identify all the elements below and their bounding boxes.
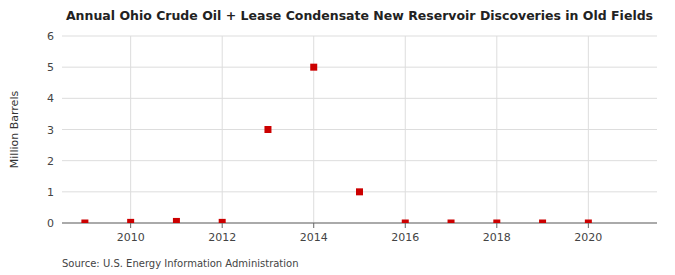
point	[310, 64, 317, 71]
x-tick-label: 2018	[483, 231, 511, 244]
x-grid-line	[405, 36, 406, 223]
point	[356, 188, 363, 195]
points	[81, 64, 591, 223]
x-tick	[130, 223, 131, 228]
point	[585, 220, 592, 224]
y-grid-line	[62, 36, 657, 37]
x-axis-line	[62, 223, 657, 224]
y-tick-label: 0	[47, 217, 54, 230]
y-grid-line	[62, 67, 657, 68]
grid	[62, 36, 657, 223]
y-tick-label: 2	[47, 155, 54, 168]
annotation: Source: U.S. Energy Information Administ…	[62, 258, 299, 269]
point	[448, 220, 455, 224]
point	[539, 220, 546, 224]
point	[219, 219, 226, 223]
chart: Annual Ohio Crude Oil + Lease Condensate…	[0, 0, 675, 275]
x-tick	[496, 223, 497, 228]
x-tick	[405, 223, 406, 228]
y-grid-line	[62, 160, 657, 161]
point	[493, 220, 500, 224]
x-tick-label: 2010	[117, 231, 145, 244]
point	[173, 218, 180, 223]
x-tick-label: 2012	[208, 231, 236, 244]
point	[127, 219, 134, 223]
y-axis-label: Million Barrels	[8, 91, 21, 169]
y-grid-line	[62, 223, 657, 224]
x-tick	[222, 223, 223, 228]
point	[402, 220, 409, 224]
x-grid-line	[130, 36, 131, 223]
x-tick-label: 2014	[300, 231, 328, 244]
point	[264, 126, 271, 133]
y-tick-label: 5	[47, 61, 54, 74]
y-tick-label: 1	[47, 186, 54, 199]
y-grid-line	[62, 98, 657, 99]
point	[81, 220, 88, 224]
x-tick-label: 2020	[574, 231, 602, 244]
title: Annual Ohio Crude Oil + Lease Condensate…	[66, 8, 653, 23]
y-tick-label: 4	[47, 92, 54, 105]
y-tick-label: 3	[47, 124, 54, 137]
x-grid-line	[496, 36, 497, 223]
x-tick	[588, 223, 589, 228]
y-grid-line	[62, 129, 657, 130]
x-tick-label: 2016	[391, 231, 419, 244]
x-tick	[313, 223, 314, 228]
x-grid-line	[588, 36, 589, 223]
x-grid-line	[222, 36, 223, 223]
y-tick-label: 6	[47, 30, 54, 43]
